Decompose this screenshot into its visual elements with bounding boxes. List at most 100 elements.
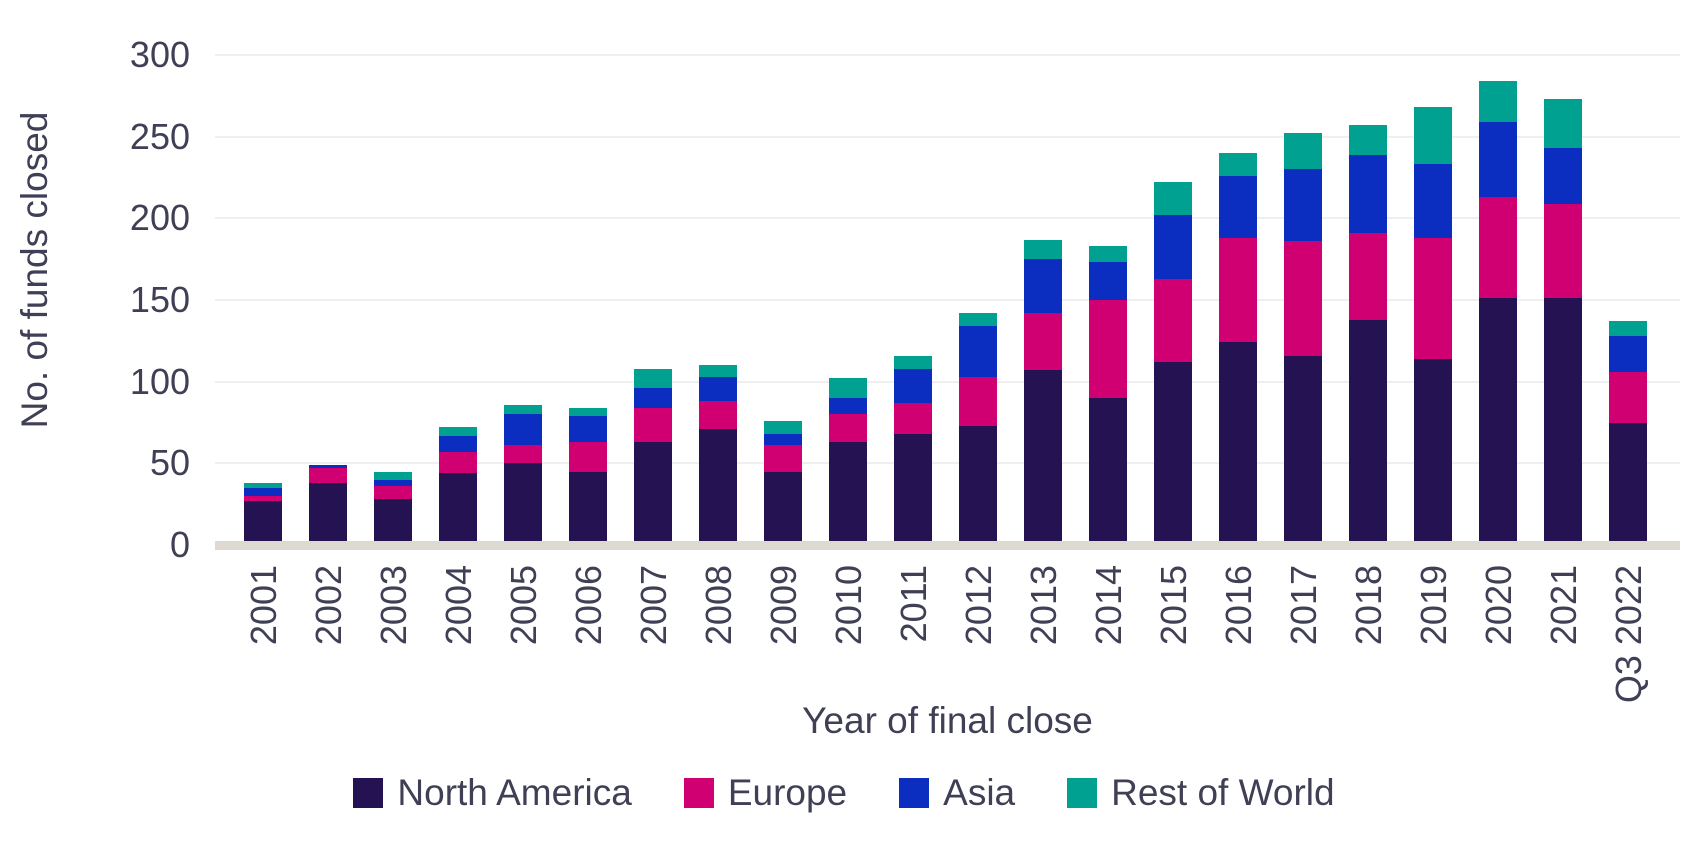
legend-label: Europe [727,772,848,813]
bar-segment-2007-asia [634,388,672,408]
bar-segment-2014-asia [1089,262,1127,300]
bar-segment-2011-north-america [894,433,932,545]
bar-segment-2020-asia [1479,121,1517,198]
bar-segment-2018-europe [1349,233,1387,320]
bar-segment-2016-rest-of-world [1219,153,1257,176]
x-tick-label-2001: 2001 [243,565,284,646]
bar-segment-Q3-2022-asia [1609,335,1647,372]
bar-segment-2005-asia [504,414,542,446]
bar-segment-2021-north-america [1544,298,1582,545]
y-tick-label-150: 150 [129,279,190,320]
bar-segment-2017-north-america [1284,355,1322,545]
bar-segment-2011-europe [894,402,932,434]
bar-segment-Q3-2022-rest-of-world [1609,321,1647,336]
bar-segment-Q3-2022-europe [1609,371,1647,423]
bar-segment-2009-north-america [764,471,802,545]
bar-segment-2010-north-america [829,442,867,545]
x-tick-label-2017: 2017 [1283,565,1324,646]
bar-segment-2016-north-america [1219,342,1257,545]
bar-segment-2005-rest-of-world [504,404,542,415]
gridline-300 [215,54,1680,56]
legend-swatch-icon [683,778,714,808]
bar-segment-2003-north-america [374,499,412,545]
bar-segment-2012-europe [959,376,997,426]
bar-segment-2013-north-america [1024,370,1062,545]
bar-segment-2012-asia [959,326,997,377]
bar-segment-2018-asia [1349,154,1387,234]
bar-segment-2003-asia [374,479,412,487]
x-tick-label-2014: 2014 [1088,565,1129,646]
bar-segment-2019-rest-of-world [1414,107,1452,165]
bar-segment-2010-asia [829,398,867,415]
x-tick-label-2011: 2011 [893,565,934,643]
bar-segment-2013-europe [1024,313,1062,371]
x-tick-label-2006: 2006 [568,565,609,646]
bar-segment-2006-asia [569,415,607,443]
x-tick-label-2010: 2010 [828,565,869,646]
bar-segment-2014-europe [1089,300,1127,398]
x-tick-label-2005: 2005 [503,565,544,646]
x-tick-label-2018: 2018 [1348,565,1389,646]
bar-segment-2002-north-america [309,482,347,545]
bar-segment-2009-asia [764,433,802,446]
bar-segment-2015-asia [1154,215,1192,279]
bar-segment-2016-asia [1219,175,1257,238]
y-tick-label-300: 300 [129,34,190,75]
bar-segment-2008-rest-of-world [699,365,737,377]
gridline-250 [215,135,1680,138]
legend-item-asia: Asia [899,772,1015,814]
bar-segment-2006-north-america [569,471,607,545]
x-tick-label-2004: 2004 [438,565,479,646]
bar-segment-2007-europe [634,407,672,443]
legend-item-north-america: North America [353,772,632,814]
gridline-100 [215,380,1680,383]
legend-label: North America [397,772,632,813]
bar-segment-2021-rest-of-world [1544,99,1582,149]
x-tick-label-2003: 2003 [373,565,414,646]
bar-segment-2016-europe [1219,237,1257,343]
bar-segment-2004-europe [439,451,477,474]
plot-area [215,54,1680,545]
bar-segment-2017-rest-of-world [1284,133,1322,170]
legend-label: Asia [943,772,1016,813]
bar-segment-2005-north-america [504,463,542,545]
bar-segment-2015-europe [1154,278,1192,363]
bar-segment-2011-asia [894,368,932,403]
bar-segment-2008-europe [699,401,737,430]
bar-segment-2006-rest-of-world [569,407,607,416]
y-tick-label-250: 250 [129,115,190,157]
legend-swatch-icon [1067,778,1098,808]
y-tick-label-200: 200 [129,197,190,239]
bar-segment-2019-north-america [1414,358,1452,545]
x-tick-label-2012: 2012 [958,565,999,646]
x-tick-label-2007: 2007 [633,565,674,646]
x-axis-line [215,541,1680,550]
bar-segment-2013-rest-of-world [1024,239,1062,260]
bar-segment-2008-asia [699,376,737,402]
bar-segment-2020-europe [1479,197,1517,299]
bar-segment-2015-north-america [1154,362,1192,545]
bar-segment-2002-europe [309,468,347,483]
x-tick-label-2008: 2008 [698,565,739,646]
gridline-200 [215,217,1680,220]
gridline-50 [215,462,1680,465]
bar-segment-2010-europe [829,414,867,443]
bar-segment-2019-asia [1414,164,1452,238]
bar-segment-2007-north-america [634,442,672,545]
legend-swatch-icon [353,778,384,808]
x-tick-label-2013: 2013 [1023,565,1064,646]
legend-label: Rest of World [1111,772,1335,813]
bar-segment-2003-rest-of-world [374,471,412,480]
bar-segment-2009-europe [764,445,802,472]
bar-segment-2007-rest-of-world [634,368,672,389]
bar-segment-2002-asia [309,464,347,469]
bar-segment-2017-asia [1284,169,1322,242]
bar-segment-2005-europe [504,445,542,464]
bar-segment-2012-rest-of-world [959,313,997,327]
bar-segment-2008-north-america [699,429,737,545]
bar-segment-2013-asia [1024,259,1062,314]
y-tick-label-0: 0 [169,524,190,565]
bar-segment-2012-north-america [959,425,997,545]
bar-segment-2021-asia [1544,148,1582,204]
bar-segment-2020-rest-of-world [1479,81,1517,122]
